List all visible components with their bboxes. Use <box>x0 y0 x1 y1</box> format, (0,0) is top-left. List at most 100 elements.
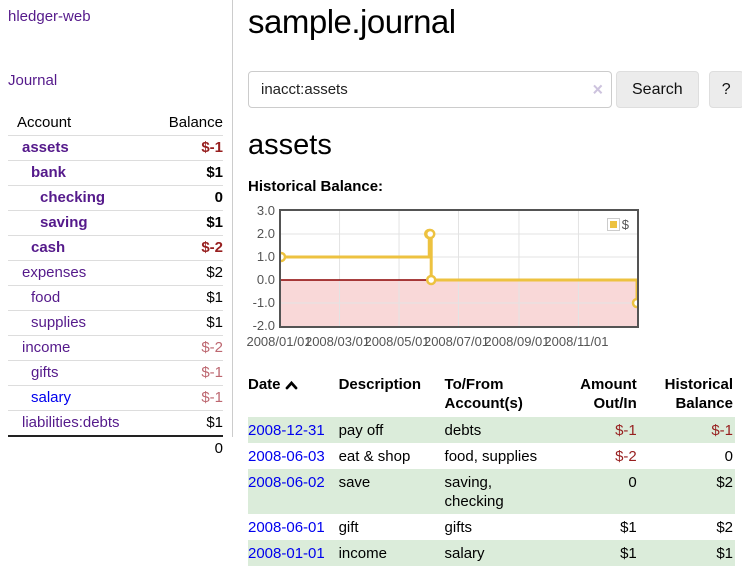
register-accounts-cell: saving, checking <box>444 474 504 510</box>
sidebar-account-supplies[interactable]: supplies <box>31 314 87 331</box>
register-description-cell: eat & shop <box>338 448 411 465</box>
accounts-total-value: 0 <box>152 435 223 461</box>
account-balance: $1 <box>152 285 223 311</box>
register-header-date[interactable]: Date <box>248 372 339 417</box>
account-balance: $-1 <box>152 360 223 386</box>
transaction-date-link[interactable]: 2008-06-02 <box>248 474 325 491</box>
x-tick-label: 2008/11/01 <box>544 334 609 349</box>
accounts-header-balance: Balance <box>168 114 223 131</box>
chart-title-text: Historical Balance: <box>248 178 384 195</box>
chart-canvas <box>281 211 637 326</box>
y-tick-label: 0.0 <box>256 272 275 287</box>
register-amount-cell: $-1 <box>615 422 637 439</box>
account-row: cash $-2 <box>8 235 223 261</box>
sidebar-account-salary[interactable]: salary <box>31 389 72 406</box>
accounts-header-account: Account <box>17 114 72 131</box>
register-header-amount: Amount Out/In <box>580 376 637 412</box>
sidebar-account-liabilities-debts[interactable]: liabilities:debts <box>22 414 120 431</box>
y-tick-label: 2.0 <box>256 226 275 241</box>
account-row: gifts $-1 <box>8 360 223 386</box>
register-accounts-cell: debts <box>444 422 482 439</box>
sidebar-account-assets[interactable]: assets <box>22 139 69 156</box>
account-row: saving $1 <box>8 210 223 236</box>
register-date-cell: 2008-06-02 <box>248 469 339 514</box>
account-balance: $1 <box>152 210 223 236</box>
account-row: food $1 <box>8 285 223 311</box>
register-date-cell: 2008-06-01 <box>248 514 339 540</box>
sidebar-account-gifts[interactable]: gifts <box>31 364 59 381</box>
account-row: salary $-1 <box>8 385 223 411</box>
clear-icon[interactable]: × <box>592 79 603 100</box>
accounts-table-body: assets $-1 bank $1 checking 0 saving $1 cash $-2 e… <box>8 135 223 436</box>
main-content: sample.journal × Search ? assets Histori… <box>246 0 742 566</box>
register-description-cell: pay off <box>338 422 384 439</box>
account-balance: $1 <box>152 160 223 186</box>
x-tick-label: 2008/07/01 <box>423 334 490 349</box>
page-title: sample.journal <box>248 3 456 40</box>
account-row: assets $-1 <box>8 135 223 161</box>
chart-title-label: Historical Balance: <box>248 178 735 196</box>
register-row: 2008-01-01 income salary $1 $1 <box>248 540 735 566</box>
y-tick-label: -2.0 <box>252 318 275 333</box>
register-row: 2008-06-02 save saving, checking 0 $2 <box>248 469 735 514</box>
register-balance-cell: $1 <box>716 545 733 562</box>
x-tick-label: 2008/05/01 <box>364 334 430 349</box>
account-balance: $-1 <box>152 135 223 161</box>
transaction-date-link[interactable]: 2008-12-31 <box>248 422 325 439</box>
transaction-date-link[interactable]: 2008-01-01 <box>248 545 325 562</box>
register-header-balance: Historical Balance <box>664 376 733 412</box>
account-balance: $-2 <box>152 235 223 261</box>
register-row: 2008-12-31 pay off debts $-1 $-1 <box>248 417 735 443</box>
register-accounts-cell: food, supplies <box>444 448 538 465</box>
help-button[interactable]: ? <box>708 71 742 108</box>
sidebar-account-checking[interactable]: checking <box>40 189 106 206</box>
register-table: Date Description To/From Account(s) Amou… <box>248 372 735 566</box>
register-header-accounts: To/From Account(s) <box>444 376 523 412</box>
sidebar-account-cash[interactable]: cash <box>31 239 66 256</box>
register-header: Date Description To/From Account(s) Amou… <box>248 372 735 417</box>
accounts-table: Account Balance assets $-1 bank $1 checking 0… <box>8 111 223 461</box>
search-input-wrap: × <box>248 71 612 108</box>
legend-label: $ <box>621 217 629 232</box>
y-tick-label: 1.0 <box>256 249 275 264</box>
account-balance: $1 <box>152 410 223 436</box>
account-row: expenses $2 <box>8 260 223 286</box>
sidebar-account-bank[interactable]: bank <box>31 164 67 181</box>
transaction-date-link[interactable]: 2008-06-01 <box>248 519 325 536</box>
account-row: supplies $1 <box>8 310 223 336</box>
search-input[interactable] <box>248 71 612 108</box>
sidebar-item-journal[interactable]: Journal <box>8 72 58 89</box>
account-balance: $1 <box>152 310 223 336</box>
legend-swatch-icon <box>606 218 620 231</box>
y-tick-label: -1.0 <box>252 295 275 310</box>
sidebar-account-income[interactable]: income <box>22 339 71 356</box>
register-date-cell: 2008-12-31 <box>248 417 339 443</box>
register-description-cell: gift <box>338 519 359 536</box>
sidebar-account-saving[interactable]: saving <box>40 214 88 231</box>
sidebar-account-expenses[interactable]: expenses <box>22 264 87 281</box>
register-balance-cell: 0 <box>724 448 733 465</box>
register-date-cell: 2008-06-03 <box>248 443 339 469</box>
x-tick-label: 2008/01/01 <box>246 334 312 349</box>
chart-plot-area: $ <box>279 209 639 328</box>
sidebar-nav: Journal <box>8 72 223 90</box>
search-button[interactable]: Search <box>616 71 699 108</box>
app-title-link[interactable]: hledger-web <box>8 8 91 25</box>
account-row: income $-2 <box>8 335 223 361</box>
register-body: 2008-12-31 pay off debts $-1 $-1 2008-06-03 ea… <box>248 417 735 566</box>
register-balance-cell: $2 <box>716 519 733 536</box>
register-row: 2008-06-01 gift gifts $1 $2 <box>248 514 735 540</box>
sidebar-account-food[interactable]: food <box>31 289 61 306</box>
search-form: × Search ? <box>248 71 742 108</box>
register-amount-cell: $1 <box>620 545 637 562</box>
historical-balance-chart: 3.0 2.0 1.0 0.0 -1.0 -2.0 $ 2008/01/01 2008/03… <box>246 203 640 353</box>
transaction-date-link[interactable]: 2008-06-03 <box>248 448 325 465</box>
account-balance: 0 <box>152 185 223 211</box>
sort-asc-icon <box>285 380 297 390</box>
register-amount-cell: 0 <box>628 474 637 491</box>
account-row: liabilities:debts $1 <box>8 410 223 436</box>
account-balance: $-2 <box>152 335 223 361</box>
register-balance-cell: $2 <box>716 474 733 491</box>
register-amount-cell: $-2 <box>615 448 637 465</box>
account-balance: $-1 <box>152 385 223 411</box>
